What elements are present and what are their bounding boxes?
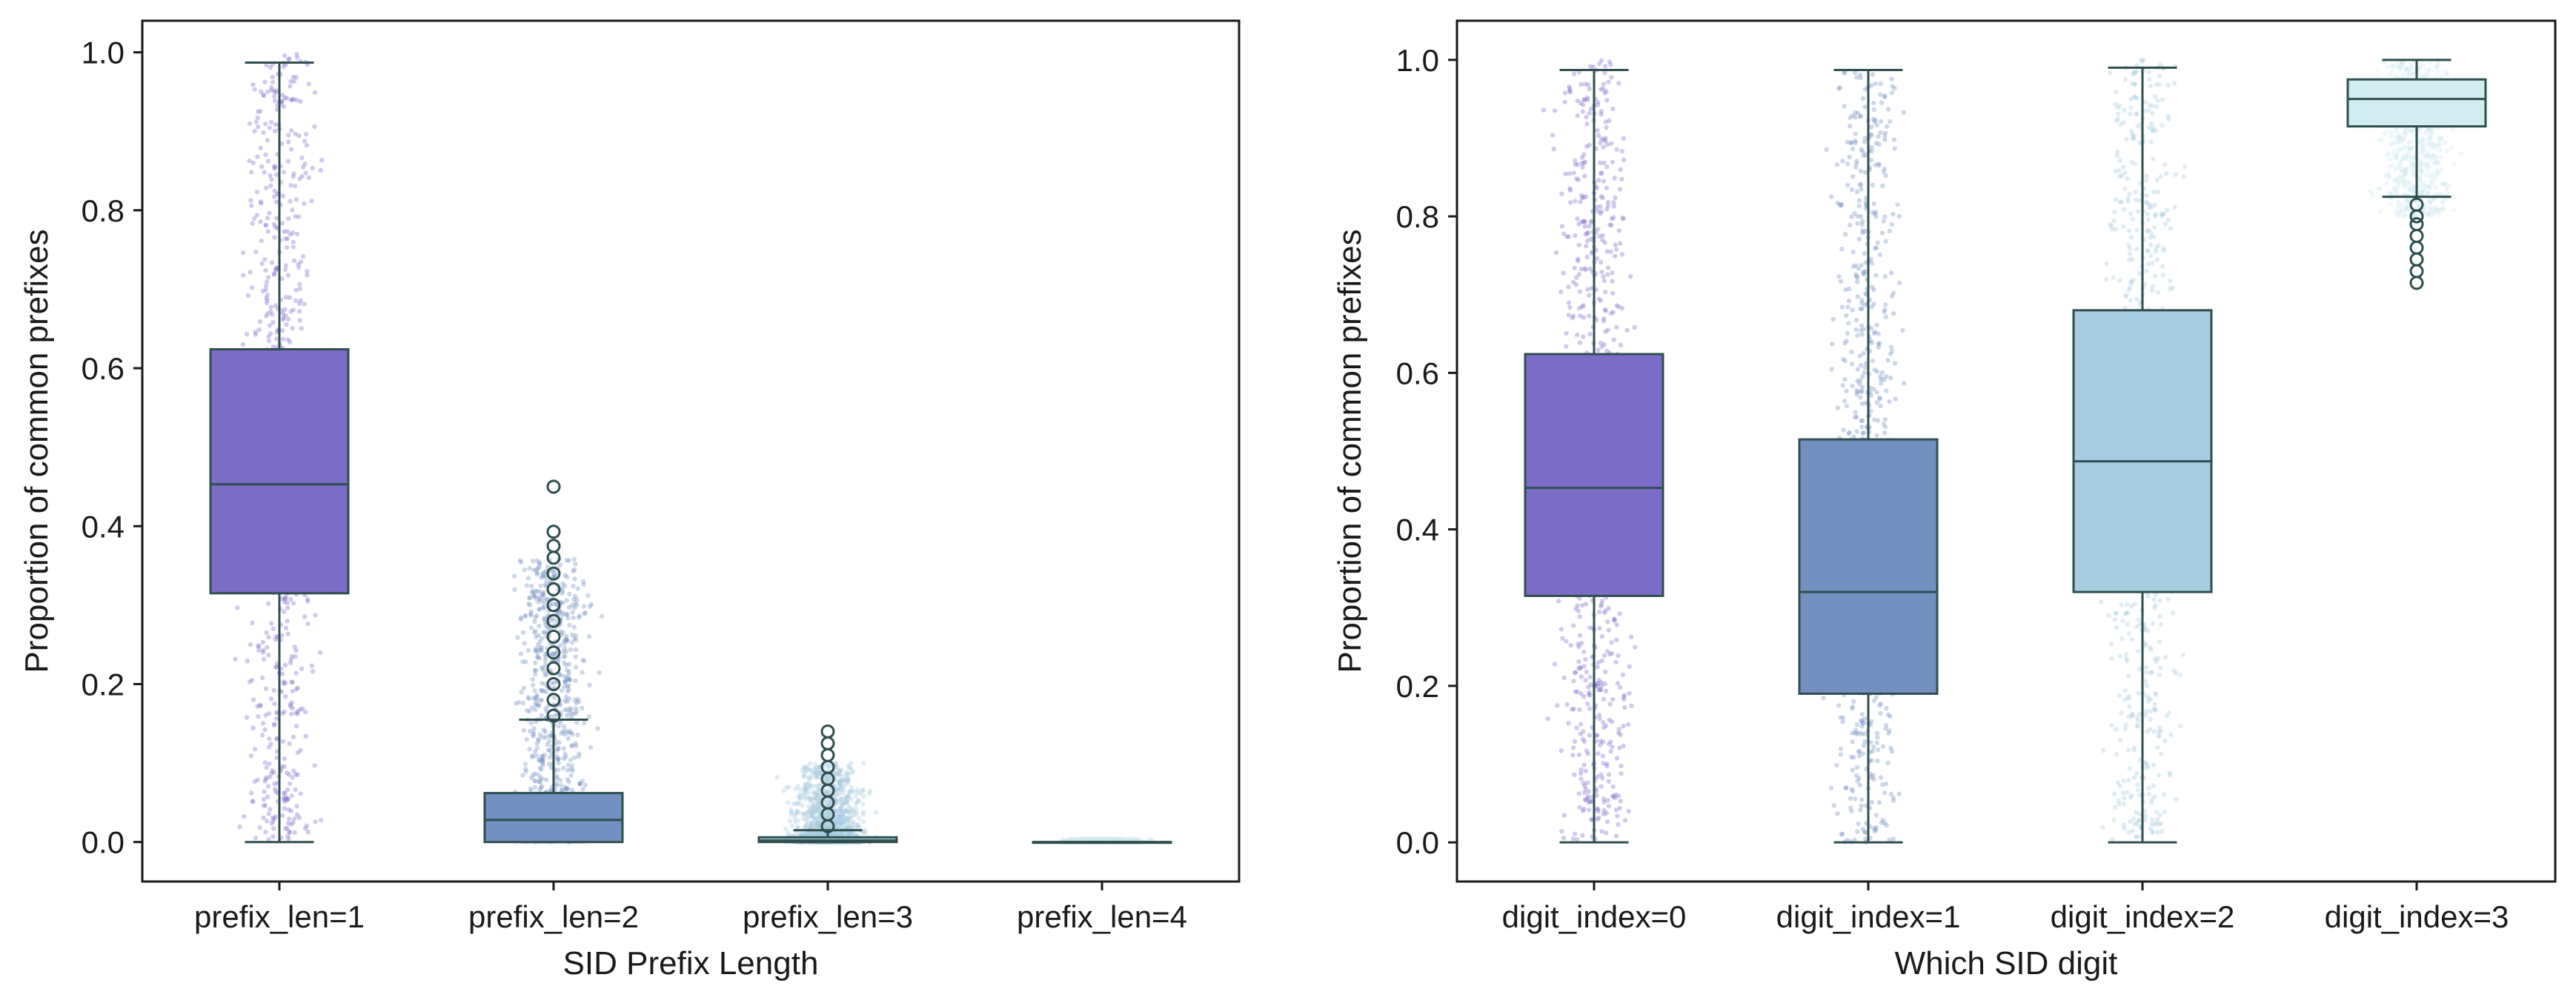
right-chart: digit_index=0 digit_index=1 digit_index=2 d…: [1332, 19, 2557, 982]
right-x-axis-label: Which SID digit: [1895, 945, 2118, 982]
right-tick-layer: digit_index=0 digit_index=1 digit_index=2 d…: [1396, 43, 2509, 934]
x-tick-label-3: digit_index=2: [2051, 899, 2235, 934]
outlier-2-13: [546, 524, 561, 539]
outlier-4-4: [2409, 229, 2424, 243]
outlier-2-7: [546, 613, 561, 628]
y-tick-label-2: 0.4: [1396, 513, 1439, 547]
box-3: [2072, 309, 2213, 593]
outlier-4-6: [2409, 252, 2424, 267]
right-y-axis-label: Proportion of common prefixes: [1332, 229, 1368, 673]
left-scatter-layer: [231, 52, 1156, 844]
x-tick-label-1: prefix_len=1: [194, 899, 365, 934]
outlier-4-5: [2409, 240, 2424, 255]
x-tick-label-4: prefix_len=4: [1017, 899, 1187, 934]
outlier-2-2: [546, 693, 561, 707]
y-tick-label-0: 0.0: [1396, 825, 1439, 860]
left-chart: prefix_len=1 prefix_len=2 prefix_len=3 pref…: [19, 19, 1241, 982]
x-tick-label-4: digit_index=3: [2325, 899, 2509, 934]
outlier-2-6: [546, 630, 561, 644]
y-tick-label-3: 0.6: [1396, 356, 1439, 390]
outlier-2-14: [546, 479, 561, 494]
outlier-4-3: [2409, 217, 2424, 232]
right-scatter-layer: [1541, 57, 2468, 845]
outlier-2-9: [546, 582, 561, 597]
x-tick-label-2: prefix_len=2: [468, 899, 639, 934]
y-tick-label-1: 0.2: [1396, 669, 1439, 704]
left-plot-frame: [141, 19, 1241, 883]
right-plot-frame: [1455, 19, 2557, 883]
y-tick-label-5: 1.0: [1396, 43, 1439, 78]
box-2: [1798, 438, 1939, 695]
outlier-3-9: [820, 724, 835, 739]
box-1: [1524, 353, 1664, 597]
outlier-2-3: [546, 676, 561, 691]
box-4: [2346, 78, 2487, 128]
outlier-4-8: [2409, 276, 2424, 290]
box-1: [209, 347, 350, 595]
y-tick-label-1: 0.2: [82, 667, 125, 702]
x-tick-label-1: digit_index=0: [1502, 899, 1687, 934]
box-2: [483, 792, 624, 844]
outlier-2-5: [546, 645, 561, 660]
left-x-axis-label: SID Prefix Length: [563, 945, 819, 982]
left-box-layer: [209, 61, 1172, 844]
outlier-4-7: [2409, 264, 2424, 279]
outlier-2-8: [546, 598, 561, 613]
outlier-2-12: [546, 539, 561, 553]
y-tick-label-2: 0.4: [82, 509, 125, 544]
y-tick-label-4: 0.8: [82, 193, 125, 228]
y-tick-label-3: 0.6: [82, 351, 125, 386]
y-tick-label-4: 0.8: [1396, 199, 1439, 234]
left-y-axis-label: Proportion of common prefixes: [19, 229, 55, 673]
outlier-2-1: [546, 708, 561, 723]
outlier-2-10: [546, 566, 561, 581]
x-tick-label-2: digit_index=1: [1776, 899, 1961, 934]
outlier-2-4: [546, 661, 561, 676]
y-tick-label-5: 1.0: [82, 36, 125, 70]
y-tick-label-0: 0.0: [82, 825, 125, 860]
outlier-4-2: [2409, 209, 2424, 224]
outlier-3-8: [820, 736, 835, 750]
x-tick-label-3: prefix_len=3: [743, 899, 913, 934]
left-tick-layer: prefix_len=1 prefix_len=2 prefix_len=3 pref…: [82, 36, 1187, 934]
outlier-3-7: [820, 747, 835, 762]
right-box-layer: [1524, 59, 2487, 844]
